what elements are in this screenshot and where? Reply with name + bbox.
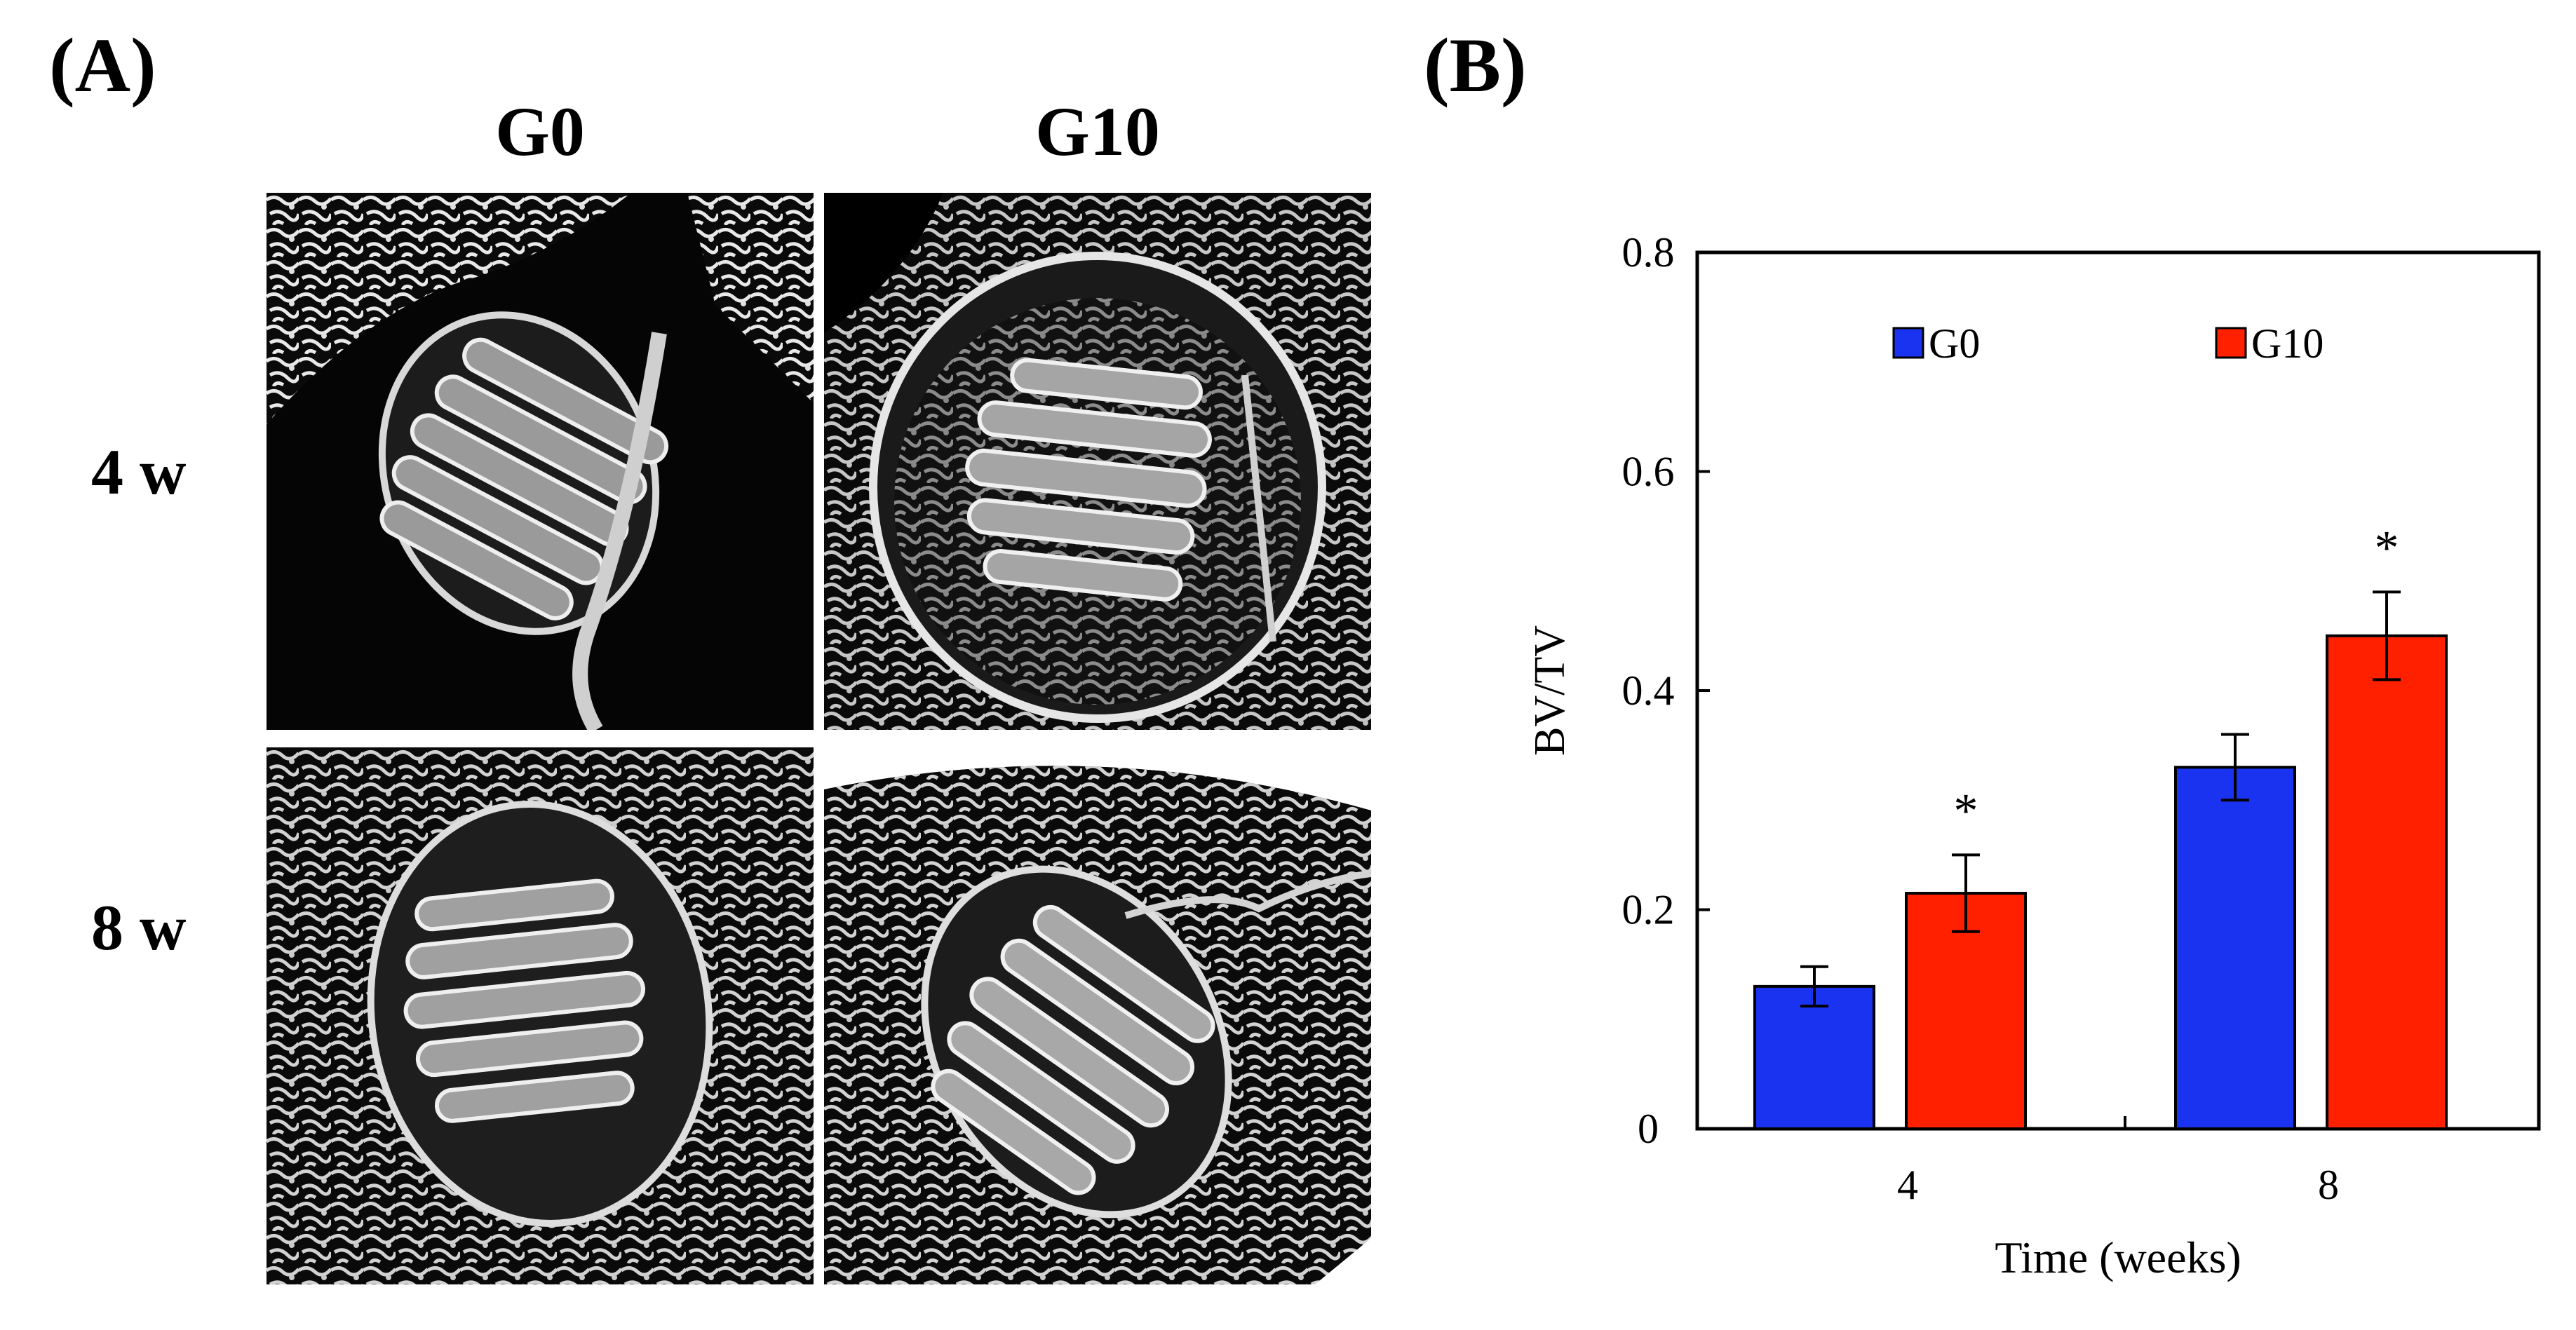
legend-swatch-g10 — [2215, 327, 2247, 359]
row-header-4w: 4 w — [91, 436, 187, 508]
legend-label-g10: G10 — [2251, 320, 2324, 367]
y-tick-label: 0.8 — [1622, 229, 1675, 276]
significance-marker: * — [2375, 521, 2399, 575]
column-header-g0: G0 — [495, 93, 585, 170]
microct-image-g0-4w — [267, 193, 814, 730]
x-axis-label: Time (weeks) — [1995, 1233, 2241, 1282]
legend-label-g0: G0 — [1929, 320, 1980, 367]
x-tick-label: 8 — [2318, 1162, 2339, 1208]
row-header-8w: 8 w — [91, 892, 187, 963]
column-header-g10: G10 — [1035, 93, 1160, 170]
microct-image-g10-4w — [824, 193, 1371, 730]
x-tick-label: 4 — [1897, 1162, 1918, 1208]
y-tick-label: 0.2 — [1622, 887, 1675, 933]
microct-image-g10-8w — [824, 747, 1371, 1284]
y-tick-label: 0.4 — [1622, 667, 1675, 714]
microct-image-g0-8w — [267, 747, 814, 1284]
y-axis-label: BV/TV — [1526, 625, 1574, 756]
bar-chart: 0 0.2 0.4 0.6 0.8 4 * 8 * G0 G10 Time (weeks) BV/TV — [1526, 229, 2541, 1282]
bar-g0-4 — [1753, 984, 1875, 1130]
bar-g0-8 — [2174, 766, 2296, 1130]
legend-swatch-g0 — [1892, 327, 1924, 359]
y-tick-label: 0 — [1638, 1106, 1659, 1152]
bar-g10-8 — [2326, 634, 2448, 1130]
significance-marker: * — [1954, 784, 1978, 838]
panel-a-label: (A) — [49, 22, 156, 108]
panel-b-label: (B) — [1424, 22, 1527, 108]
y-tick-label: 0.6 — [1622, 449, 1675, 495]
